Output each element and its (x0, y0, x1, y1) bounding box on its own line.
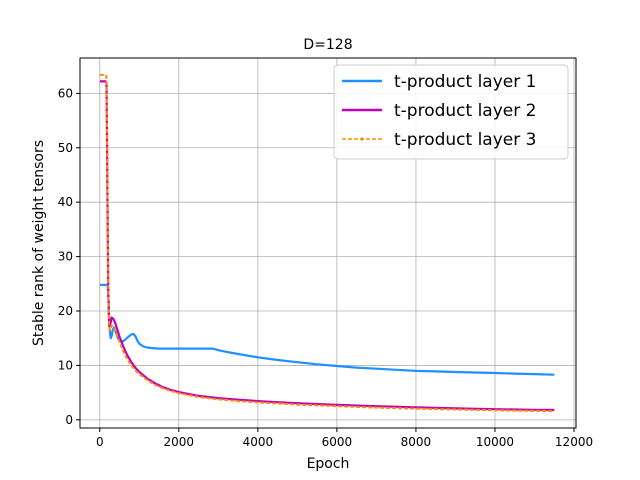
y-tick-label: 0 (65, 413, 73, 427)
series-line-1 (99, 283, 555, 376)
x-tick-label: 2000 (164, 435, 195, 449)
x-tick-label: 8000 (401, 435, 432, 449)
legend-entries: t-product layer 1 t-product layer 2 t-prod… (342, 72, 536, 150)
x-tick-label: 0 (96, 435, 104, 449)
y-tick-label: 30 (58, 250, 73, 264)
y-axis-label: Stable rank of weight tensors (31, 140, 47, 346)
x-tick-label: 10000 (476, 435, 514, 449)
y-axis-ticks: 0 10 20 30 40 50 60 (58, 86, 80, 427)
series-line-3 (99, 73, 555, 413)
chart-title: D=128 (303, 37, 352, 53)
y-tick-label: 60 (58, 86, 73, 100)
plot-frame (79, 57, 577, 429)
y-tick-label: 20 (58, 304, 73, 318)
legend-marker-3 (360, 137, 364, 141)
x-axis-ticks: 0 2000 4000 6000 8000 10000 12000 (96, 428, 593, 449)
legend-label-2: t-product layer 2 (394, 101, 536, 121)
x-tick-label: 4000 (243, 435, 274, 449)
y-tick-label: 50 (58, 141, 73, 155)
legend-label-3: t-product layer 3 (394, 130, 536, 150)
legend-box (333, 64, 569, 160)
x-tick-label: 12000 (555, 435, 593, 449)
series-lines (99, 73, 555, 413)
y-tick-label: 10 (58, 358, 73, 372)
x-axis-label: Epoch (307, 456, 350, 472)
y-tick-label: 40 (58, 195, 73, 209)
legend-label-1: t-product layer 1 (394, 72, 536, 92)
legend: t-product layer 1 t-product layer 2 t-prod… (333, 64, 569, 160)
grid (80, 58, 576, 428)
x-tick-label: 6000 (322, 435, 353, 449)
